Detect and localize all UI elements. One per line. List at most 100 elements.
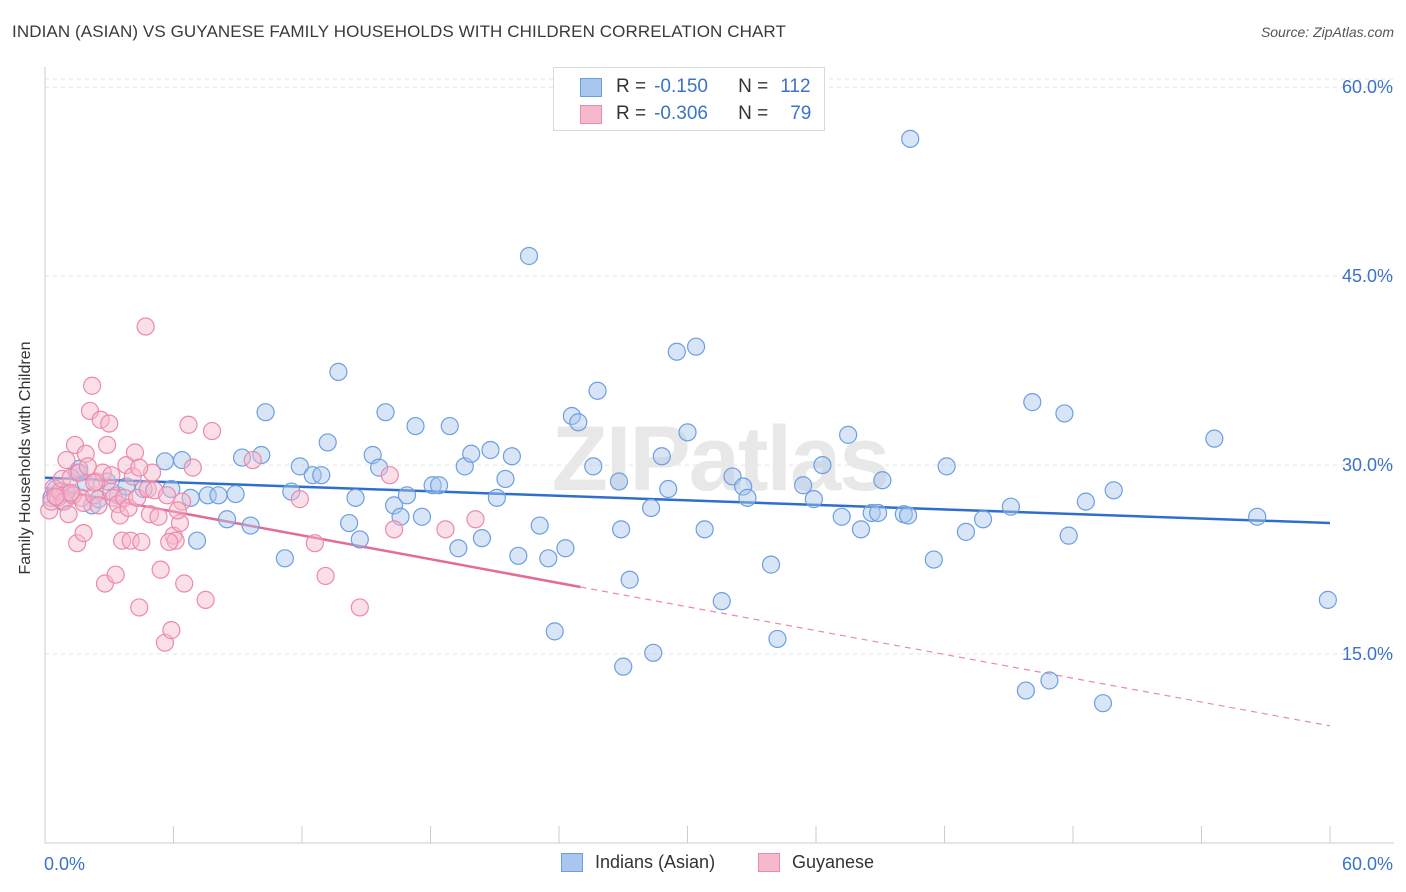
point-guyanese <box>305 534 324 553</box>
point-indians-asian <box>652 447 671 466</box>
point-guyanese <box>61 483 80 502</box>
y-tick-label: 60.0% <box>1342 77 1393 97</box>
point-guyanese <box>350 598 369 617</box>
point-guyanese <box>102 466 121 485</box>
point-indians-asian <box>678 423 697 442</box>
point-guyanese <box>132 532 151 552</box>
point-indians-asian <box>539 549 558 568</box>
point-indians-asian <box>502 447 521 466</box>
point-guyanese <box>61 468 80 487</box>
bottom-legend-label-guyanese: Guyanese <box>792 852 875 872</box>
point-guyanese <box>136 317 155 336</box>
point-indians-asian <box>761 555 781 574</box>
legend-n-label: N = <box>738 103 769 124</box>
point-indians-asian <box>1076 492 1095 511</box>
point-indians-asian <box>1055 404 1074 423</box>
y-tick-label: 30.0% <box>1342 455 1393 475</box>
point-indians-asian <box>370 458 389 477</box>
point-indians-asian <box>472 529 491 548</box>
point-guyanese <box>98 435 117 455</box>
point-guyanese <box>160 532 179 552</box>
point-indians-asian <box>412 507 432 526</box>
point-guyanese <box>46 487 65 506</box>
point-guyanese <box>196 590 215 609</box>
point-indians-asian <box>839 425 858 444</box>
point-indians-asian <box>612 520 631 539</box>
point-guyanese <box>59 505 78 524</box>
trend-line-guyanese <box>44 486 581 589</box>
point-indians-asian <box>924 550 943 569</box>
point-guyanese <box>85 486 104 505</box>
point-indians-asian <box>209 486 228 505</box>
point-indians-asian <box>232 448 252 467</box>
point-guyanese <box>172 492 192 511</box>
point-guyanese <box>243 450 262 470</box>
point-indians-asian <box>530 516 549 535</box>
tick-labels: 15.0% 30.0% 45.0% 60.0% 0.0% 60.0% <box>44 77 1393 874</box>
x-tick-label: 0.0% <box>44 854 85 874</box>
legend-row-indians: R = -0.150 N = 112 <box>580 76 811 98</box>
point-guyanese <box>106 565 125 584</box>
point-indians-asian <box>545 622 564 641</box>
point-guyanese <box>166 531 185 550</box>
watermark: ZIPatlas <box>552 408 889 510</box>
data-points <box>40 129 1337 713</box>
point-indians-asian <box>1318 590 1337 609</box>
point-indians-asian <box>198 486 217 505</box>
point-indians-asian <box>1104 481 1123 500</box>
point-guyanese <box>83 376 102 395</box>
point-indians-asian <box>350 530 369 549</box>
point-indians-asian <box>217 510 237 529</box>
point-guyanese <box>74 493 93 512</box>
legend-row-guyanese: R = -0.306 N = 79 <box>580 103 811 125</box>
point-indians-asian <box>1093 694 1113 713</box>
point-guyanese <box>125 443 145 462</box>
bottom-legend-label-indians: Indians (Asian) <box>595 852 716 872</box>
point-indians-asian <box>768 629 787 649</box>
point-indians-asian <box>496 469 515 489</box>
point-indians-asian <box>937 457 956 476</box>
point-indians-asian <box>1248 507 1267 526</box>
point-indians-asian <box>734 477 753 496</box>
point-indians-asian <box>620 570 639 589</box>
point-guyanese <box>316 566 335 586</box>
legend-swatch-indians <box>580 77 602 97</box>
point-guyanese <box>436 520 455 539</box>
point-indians-asian <box>1023 393 1042 412</box>
point-indians-asian <box>318 433 337 452</box>
legend-r-value: -0.150 <box>654 76 708 97</box>
point-indians-asian <box>584 457 603 476</box>
point-guyanese <box>100 414 119 433</box>
point-indians-asian <box>509 546 528 565</box>
point-indians-asian <box>794 476 813 495</box>
point-indians-asian <box>252 445 271 465</box>
point-guyanese <box>89 496 108 515</box>
point-guyanese <box>183 458 202 477</box>
point-indians-asian <box>659 479 678 499</box>
gridlines <box>45 78 1394 655</box>
point-indians-asian <box>376 403 395 422</box>
source-label: Source: ZipAtlas.com <box>1260 24 1394 40</box>
point-guyanese <box>115 488 134 507</box>
legend-swatch-guyanese <box>580 104 602 124</box>
x-tick-label: 60.0% <box>1342 854 1393 874</box>
point-indians-asian <box>290 457 309 476</box>
point-indians-asian <box>832 507 851 526</box>
point-indians-asian <box>641 498 661 518</box>
point-indians-asian <box>556 539 575 558</box>
point-guyanese <box>85 473 104 492</box>
point-guyanese <box>162 621 181 640</box>
point-indians-asian <box>738 488 757 507</box>
bottom-legend-swatch-indians <box>561 853 583 872</box>
bottom-legend-guyanese: Guyanese <box>758 852 874 873</box>
point-indians-asian <box>1205 429 1224 448</box>
point-indians-asian <box>519 246 539 266</box>
point-guyanese <box>175 574 194 593</box>
point-indians-asian <box>614 657 633 676</box>
point-indians-asian <box>449 539 468 558</box>
point-indians-asian <box>898 506 918 525</box>
point-indians-asian <box>440 416 459 436</box>
point-indians-asian <box>397 486 417 505</box>
point-indians-asian <box>956 522 976 541</box>
point-indians-asian <box>609 472 629 491</box>
